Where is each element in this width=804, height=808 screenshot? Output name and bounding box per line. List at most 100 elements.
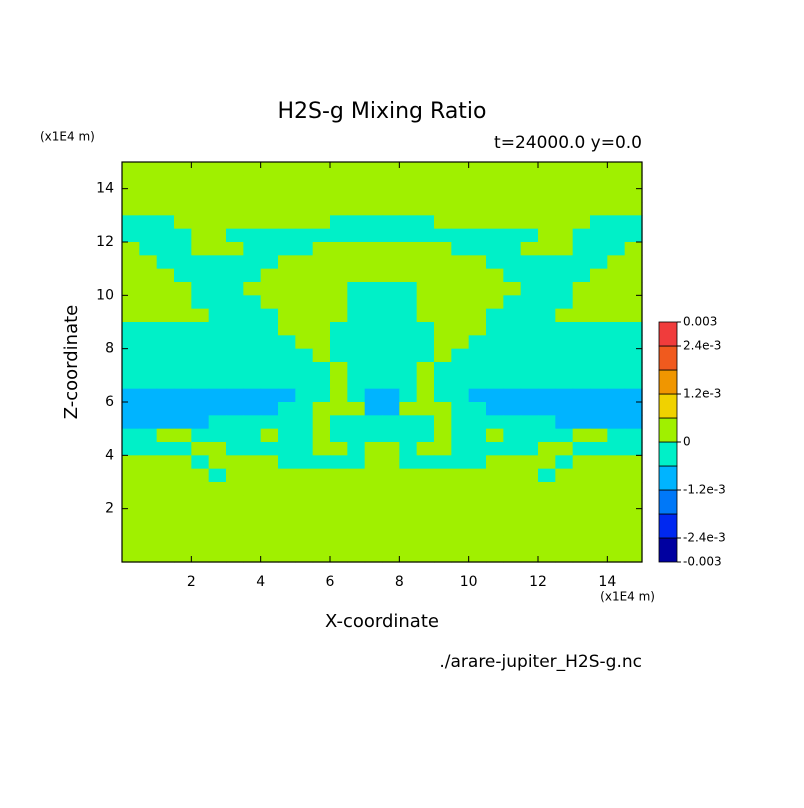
field-cell — [243, 308, 262, 323]
field-cell — [364, 442, 383, 456]
field-cell — [382, 402, 400, 416]
field-cell — [122, 522, 140, 536]
field-cell — [520, 548, 539, 563]
field-cell — [191, 508, 210, 523]
field-cell — [555, 495, 574, 510]
field-cell — [122, 362, 140, 376]
field-cell — [260, 468, 279, 483]
field-cell — [278, 162, 296, 176]
y-tick-label: 12 — [96, 234, 114, 250]
field-cell — [590, 548, 608, 563]
field-cell — [122, 375, 140, 390]
field-cell — [156, 522, 175, 536]
field-cell — [607, 548, 626, 563]
field-cell — [555, 308, 574, 323]
field-cell — [590, 268, 608, 283]
field-cell — [312, 362, 331, 376]
field-cell — [208, 362, 227, 376]
field-cell — [451, 322, 470, 336]
field-cell — [156, 308, 175, 323]
field-cell — [468, 388, 487, 403]
field-cell — [278, 202, 296, 216]
field-cell — [538, 295, 556, 310]
field-cell — [590, 348, 608, 363]
field-cell — [156, 228, 175, 243]
field-cell — [312, 468, 331, 483]
field-cell — [399, 468, 418, 483]
field-cell — [624, 335, 643, 350]
field-cell — [226, 548, 244, 563]
field-cell — [347, 308, 366, 323]
field-cell — [208, 202, 227, 216]
field-cell — [278, 308, 296, 323]
field-cell — [624, 308, 643, 323]
field-cell — [451, 202, 470, 216]
field-cell — [122, 468, 140, 483]
field-cell — [607, 415, 626, 430]
field-cell — [191, 228, 210, 243]
field-cell — [399, 188, 418, 203]
field-cell — [416, 282, 435, 296]
field-cell — [347, 495, 366, 510]
field-cell — [312, 348, 331, 363]
field-cell — [555, 375, 574, 390]
field-cell — [572, 162, 591, 176]
field-cell — [555, 508, 574, 523]
field-cell — [486, 442, 504, 456]
field-cell — [122, 482, 140, 496]
field-cell — [260, 188, 279, 203]
field-cell — [260, 348, 279, 363]
field-cell — [208, 255, 227, 270]
field-cell — [382, 535, 400, 550]
field-cell — [590, 162, 608, 176]
field-cell — [226, 255, 244, 270]
field-cell — [451, 348, 470, 363]
colorbar-band — [658, 537, 678, 563]
field-cell — [416, 535, 435, 550]
field-cell — [278, 268, 296, 283]
field-cell — [295, 362, 314, 376]
field-cell — [399, 228, 418, 243]
field-cell — [416, 402, 435, 416]
field-cell — [624, 415, 643, 430]
field-cell — [122, 348, 140, 363]
field-cell — [520, 495, 539, 510]
field-cell — [156, 482, 175, 496]
field-cell — [139, 188, 158, 203]
field-cell — [520, 322, 539, 336]
field-cell — [486, 482, 504, 496]
field-cell — [122, 495, 140, 510]
field-cell — [347, 188, 366, 203]
field-cell — [607, 162, 626, 176]
field-cell — [174, 175, 192, 190]
field-cell — [226, 268, 244, 283]
field-cell — [139, 322, 158, 336]
field-cell — [295, 468, 314, 483]
field-cell — [208, 482, 227, 496]
x-tick-label: 6 — [326, 574, 335, 590]
field-cell — [122, 268, 140, 283]
field-cell — [607, 442, 626, 456]
field-cell — [590, 455, 608, 470]
field-cell — [503, 428, 522, 443]
y-unit: (x1E4 m) — [40, 130, 95, 144]
y-tick-label: 6 — [105, 394, 114, 410]
field-cell — [451, 402, 470, 416]
field-cell — [520, 295, 539, 310]
field-cell — [538, 308, 556, 323]
field-cell — [208, 548, 227, 563]
field-cell — [538, 228, 556, 243]
field-cell — [260, 295, 279, 310]
field-cell — [174, 162, 192, 176]
field-cell — [468, 495, 487, 510]
field-cell — [468, 415, 487, 430]
field-cell — [260, 375, 279, 390]
field-cell — [468, 508, 487, 523]
field-cell — [434, 548, 452, 563]
field-cell — [122, 215, 140, 230]
field-cell — [382, 268, 400, 283]
field-cell — [191, 322, 210, 336]
field-cell — [538, 215, 556, 230]
field-cell — [486, 362, 504, 376]
field-cell — [607, 295, 626, 310]
